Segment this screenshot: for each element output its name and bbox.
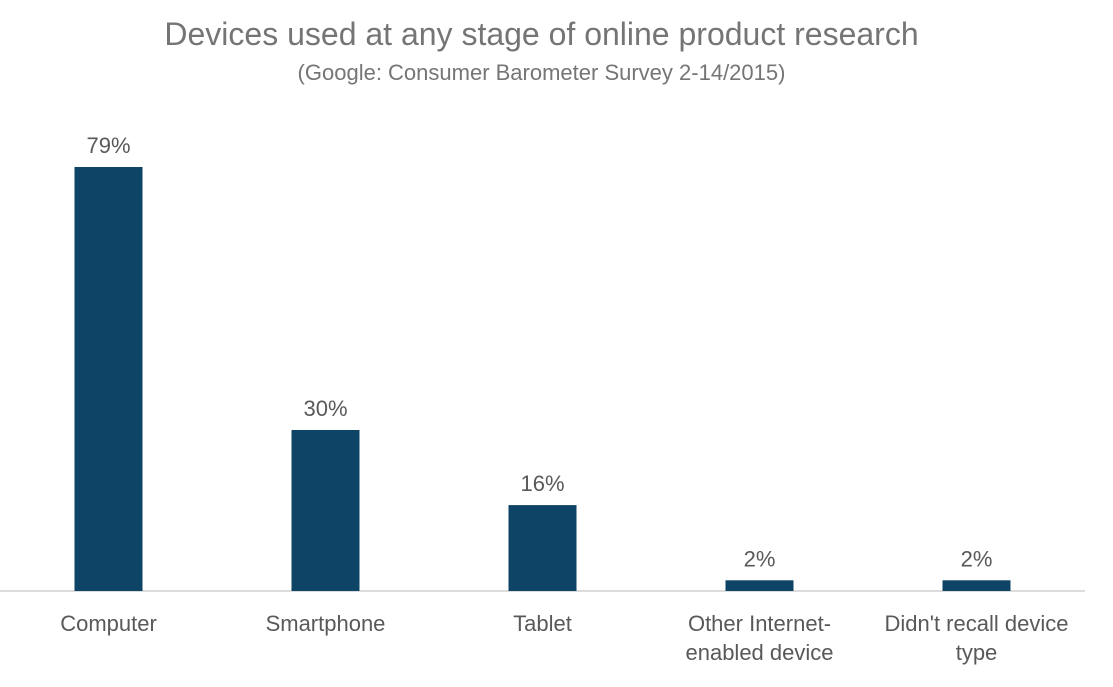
- data-label-3: 2%: [744, 546, 776, 571]
- x-tick-label-0: Computer: [60, 611, 157, 636]
- x-tick-label-2-line-0: Tablet: [513, 611, 572, 636]
- x-tick-label-1: Smartphone: [266, 611, 386, 636]
- x-tick-label-0-line-0: Computer: [60, 611, 157, 636]
- x-tick-label-3: Other Internet-enabled device: [685, 611, 833, 665]
- x-tick-label-1-line-0: Smartphone: [266, 611, 386, 636]
- bar-1: [291, 430, 360, 591]
- chart-title: Devices used at any stage of online prod…: [164, 16, 919, 52]
- bar-0: [74, 167, 143, 591]
- x-tick-label-4: Didn't recall device type: [885, 611, 1069, 665]
- data-label-0: 79%: [86, 133, 130, 158]
- x-tick-label-4-line-0: Didn't recall device: [885, 611, 1069, 636]
- x-tick-label-3-line-0: Other Internet-: [688, 611, 831, 636]
- bar-3: [725, 580, 794, 591]
- data-label-4: 2%: [961, 546, 993, 571]
- x-tick-label-4-line-1: type: [956, 640, 998, 665]
- bar-2: [508, 505, 577, 591]
- chart-subtitle: (Google: Consumer Barometer Survey 2-14/…: [297, 60, 786, 85]
- data-label-2: 16%: [520, 471, 564, 496]
- bar-4: [942, 580, 1011, 591]
- x-tick-label-2: Tablet: [513, 611, 572, 636]
- x-tick-label-3-line-1: enabled device: [685, 640, 833, 665]
- data-label-1: 30%: [303, 396, 347, 421]
